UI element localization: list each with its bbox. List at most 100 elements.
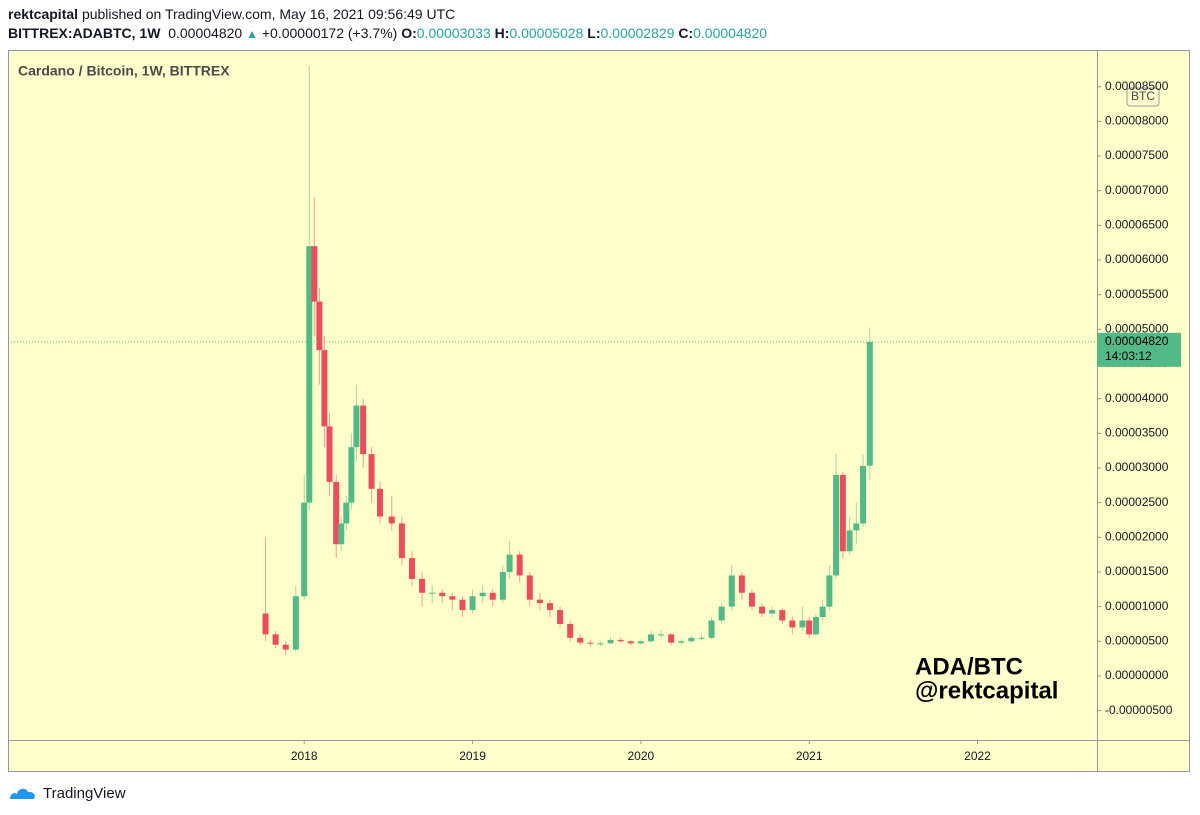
y-tick-label: 0.00002000 [1105,529,1169,543]
candle-body [688,637,695,642]
candle-body [846,530,853,552]
symbol: BITTREX:ADABTC, 1W [8,25,161,41]
candle-body [812,617,819,635]
candle-body [536,599,543,604]
last-price-label: 0.00004820 [1105,334,1169,348]
x-tick-label: 2019 [459,749,486,763]
y-tick-label: 0.00008500 [1105,79,1169,93]
header: rektcapital published on TradingView.com… [8,5,767,44]
y-tick-label: 0.00003000 [1105,460,1169,474]
chart-title: Cardano / Bitcoin, 1W, BITTREX [18,63,230,79]
candle-body [668,634,675,643]
y-tick-label: 0.00006500 [1105,218,1169,232]
candle-body [698,637,705,639]
y-tick-label: 0.00001500 [1105,564,1169,578]
x-tick-label: 2018 [291,749,318,763]
candle-body [577,637,584,643]
annotation: ADA/BTC [915,653,1023,680]
candle-body [306,246,313,503]
countdown: 14:03:12 [1105,349,1152,363]
y-tick-label: 0.00007500 [1105,148,1169,162]
candle-body [557,610,564,624]
y-tick-label: 0.00005000 [1105,322,1169,336]
candle-body [429,592,436,594]
candle-body [866,341,873,466]
frame [8,50,1190,772]
candle-body [459,599,466,611]
y-tick-label: 0.00005500 [1105,287,1169,301]
candle-body [479,592,486,597]
candle-body [360,405,367,455]
logo [10,788,35,799]
candle-body [316,301,323,351]
candle-body [499,571,506,600]
ohlc-value: 0.00004820 [693,25,768,41]
candle-body [658,634,665,636]
last: 0.00004820 [168,25,243,41]
candle-body [506,554,513,572]
candle-body [748,592,755,607]
candle-body [301,502,308,597]
y-tick-label: 0.00008000 [1105,114,1169,128]
candle-body [853,523,860,531]
candle-body [819,606,826,618]
candle-body [617,639,624,642]
ohlc-key: C: [678,25,694,41]
candle-body [779,610,786,621]
y-tick-label: 0.00006000 [1105,252,1169,266]
candle-body [567,623,574,638]
candle-body [489,592,496,600]
candle-body [321,350,328,427]
candle-body [353,405,360,448]
last-price-box [1097,332,1181,367]
candle-body [738,575,745,593]
candle-body [311,246,318,302]
candle-body [806,620,813,635]
y-tick-label: 0.00007000 [1105,183,1169,197]
candle-body [597,643,604,645]
currency-box [1126,87,1160,107]
y-tick-label: 0.00001000 [1105,599,1169,613]
candle-body [333,481,340,545]
candle-body [637,641,644,644]
candle-body [627,641,634,644]
footer: TradingView [8,784,126,802]
candle-body [759,606,766,614]
candle-body [348,447,355,503]
x-tick-label: 2021 [796,749,823,763]
candle-body [439,592,446,597]
y-tick-label: 0.00003500 [1105,426,1169,440]
candle-body [419,578,426,593]
brand: TradingView [43,784,126,802]
y-tick-label: 0.00002500 [1105,495,1169,509]
ohlc-value: 0.00005028 [509,25,584,41]
up-arrow: ▲ [246,27,258,41]
candle-body [546,603,553,611]
candle-body [587,642,594,644]
y-tick-label: 0.00000000 [1105,668,1169,682]
ohlc-key: H: [494,25,510,41]
y-tick-label: 0.00004000 [1105,391,1169,405]
candle-body [272,634,279,645]
candle-body [398,523,405,559]
candle-body [769,610,776,614]
candle-body [839,474,846,552]
author: rektcapital [8,6,79,22]
candle-body [469,596,476,611]
candle-body [338,523,345,545]
x-tick-label: 2022 [964,749,991,763]
ohlc-value: 0.00003033 [416,25,491,41]
candle-body [647,634,654,642]
y-tick-label: 0.00000500 [1105,633,1169,647]
candle-body [408,558,415,579]
ohlc: O:0.00003033 H:0.00005028 L:0.00002829 C… [401,25,767,41]
candle-body [292,596,299,650]
candle-body [789,620,796,628]
plot-background [8,50,1097,740]
quote-line: BITTREX:ADABTC, 1W 0.00004820 ▲ +0.00000… [8,24,767,44]
candle-body [826,575,833,607]
candle-body [526,575,533,600]
y-tick-label: -0.00000500 [1105,703,1173,717]
